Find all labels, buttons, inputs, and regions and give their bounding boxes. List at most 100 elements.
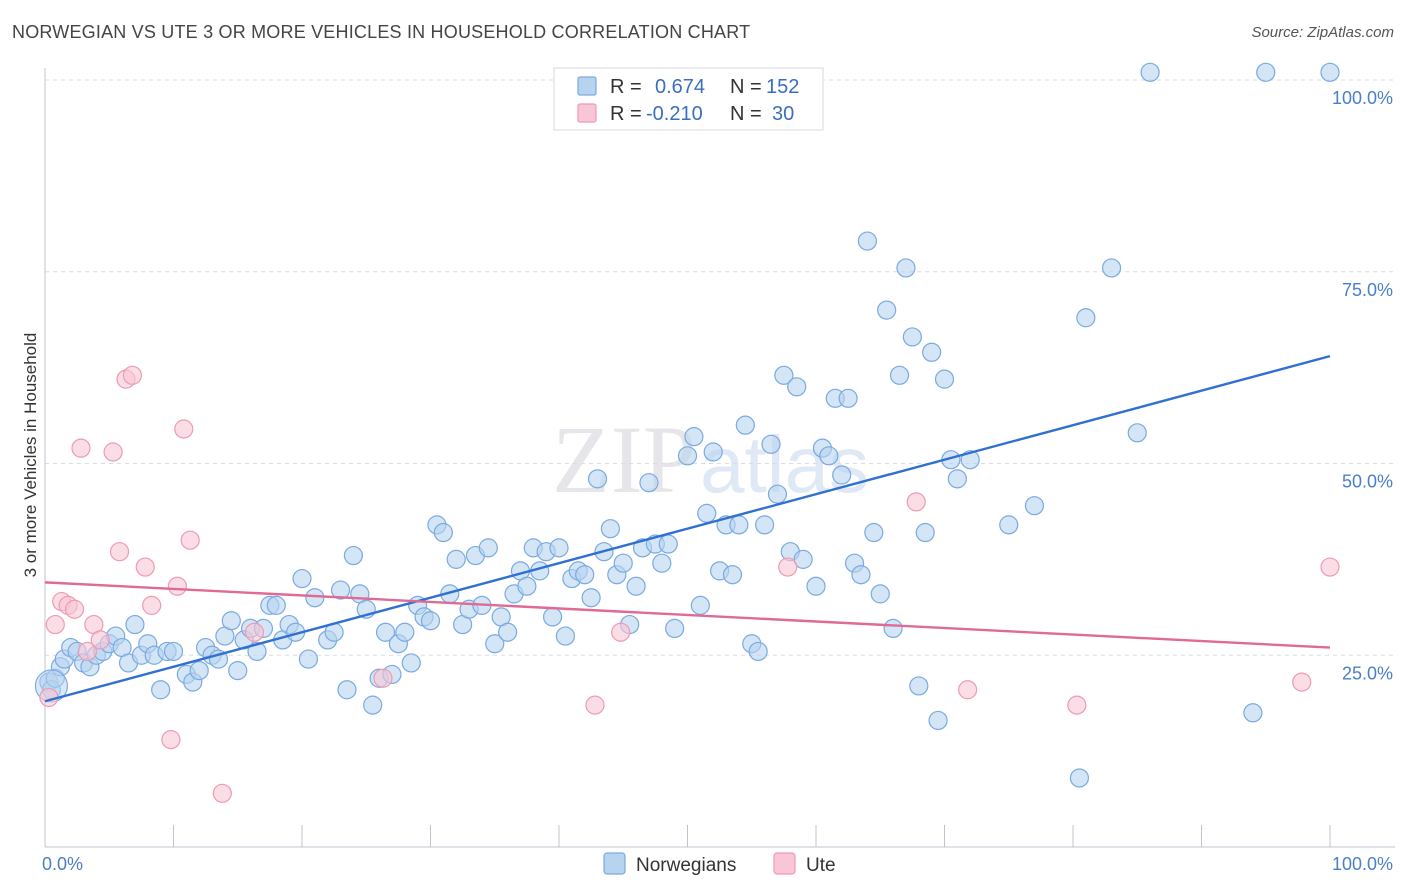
- point-ute-9: [103, 442, 123, 462]
- series-ute-points: [39, 365, 1340, 803]
- point-norwegians-95: [652, 553, 672, 573]
- legend-r-label-norwegians: R =: [610, 76, 642, 98]
- chart-title: NORWEGIAN VS UTE 3 OR MORE VEHICLES IN H…: [12, 22, 751, 42]
- point-ute-20: [244, 622, 265, 642]
- point-norwegians-126: [864, 522, 884, 543]
- legend-bottom: Norwegians Ute: [603, 852, 836, 876]
- legend-r-value-norwegians: 0.674: [655, 76, 705, 98]
- point-norwegians-141: [999, 515, 1019, 535]
- point-norwegians-136: [928, 710, 948, 731]
- point-norwegians-85: [587, 469, 608, 489]
- bottom-legend-swatch-ute: [773, 852, 796, 875]
- point-norwegians-61: [433, 522, 453, 543]
- point-norwegians-128: [877, 300, 897, 320]
- point-norwegians-133: [909, 676, 929, 696]
- point-norwegians-59: [420, 611, 441, 631]
- point-norwegians-24: [189, 660, 209, 681]
- point-ute-13: [135, 557, 155, 577]
- watermark-zip: ZIP: [552, 406, 696, 513]
- point-norwegians-101: [697, 503, 717, 523]
- point-norwegians-96: [658, 534, 678, 554]
- point-norwegians-69: [485, 634, 505, 654]
- point-norwegians-119: [819, 446, 839, 466]
- point-norwegians-132: [902, 327, 922, 347]
- point-norwegians-87: [600, 519, 621, 539]
- point-norwegians-124: [851, 565, 871, 585]
- trendlines: [44, 354, 1331, 703]
- point-norwegians-100: [690, 595, 710, 615]
- point-norwegians-89: [613, 553, 633, 573]
- point-ute-24: [778, 557, 798, 577]
- y-tick-label-0: 25.0%: [1342, 663, 1393, 683]
- point-ute-18: [180, 530, 200, 550]
- point-norwegians-29: [221, 611, 241, 631]
- series-norwegians-points: [34, 62, 1340, 788]
- point-norwegians-55: [395, 622, 415, 642]
- watermark: ZIP atlas: [552, 406, 869, 513]
- point-ute-23: [611, 622, 631, 642]
- legend-n-value-ute: 30: [772, 103, 794, 125]
- point-ute-26: [958, 680, 978, 700]
- source-label: Source: ZipAtlas.com: [1251, 24, 1394, 41]
- point-ute-28: [1292, 672, 1312, 692]
- point-ute-1: [45, 614, 65, 635]
- point-norwegians-149: [1243, 703, 1263, 723]
- point-norwegians-40: [292, 568, 312, 589]
- point-norwegians-129: [883, 618, 903, 639]
- legend-n-value-norwegians: 152: [766, 76, 799, 98]
- bottom-legend-label-ute: Ute: [806, 855, 836, 876]
- point-norwegians-111: [761, 434, 781, 454]
- point-norwegians-144: [1076, 308, 1096, 328]
- point-ute-21: [373, 668, 393, 688]
- point-norwegians-46: [337, 680, 357, 700]
- x-tick-label-1: 100.0%: [1332, 854, 1393, 874]
- point-norwegians-78: [542, 607, 563, 627]
- point-norwegians-122: [838, 388, 858, 408]
- point-norwegians-83: [575, 565, 595, 585]
- point-norwegians-115: [787, 377, 807, 397]
- point-norwegians-30: [228, 660, 248, 681]
- point-norwegians-121: [832, 465, 852, 485]
- point-ute-4: [64, 599, 85, 619]
- y-tick-labels: 25.0% 50.0% 75.0% 100.0%: [1332, 88, 1393, 683]
- point-norwegians-19: [151, 680, 171, 700]
- trendline-norwegians: [44, 354, 1331, 703]
- point-norwegians-127: [870, 584, 890, 604]
- bottom-legend-label-norwegians: Norwegians: [636, 855, 736, 876]
- legend-top: R = 0.674 N = 152 R = -0.210 N = 30: [553, 67, 824, 131]
- point-norwegians-102: [703, 442, 723, 462]
- point-ute-14: [142, 595, 162, 615]
- point-norwegians-33: [247, 641, 267, 662]
- point-norwegians-41: [298, 649, 319, 669]
- point-norwegians-139: [947, 469, 967, 489]
- point-norwegians-116: [793, 549, 813, 569]
- legend-swatch-norwegians: [577, 76, 597, 96]
- legend-r-value-ute: -0.210: [646, 103, 703, 125]
- point-norwegians-110: [754, 515, 775, 535]
- point-ute-10: [109, 542, 130, 562]
- point-ute-16: [167, 576, 187, 596]
- point-norwegians-21: [163, 641, 184, 662]
- point-ute-25: [906, 492, 926, 512]
- point-norwegians-130: [889, 365, 910, 385]
- point-norwegians-147: [1140, 62, 1160, 82]
- point-norwegians-63: [446, 549, 466, 569]
- point-ute-29: [1320, 557, 1340, 577]
- point-norwegians-50: [363, 695, 383, 715]
- legend-n-label-ute: N =: [730, 103, 762, 125]
- point-norwegians-135: [922, 342, 942, 362]
- point-norwegians-131: [896, 258, 916, 278]
- point-norwegians-105: [722, 565, 743, 585]
- x-tick-labels: 0.0% 100.0%: [42, 854, 1393, 874]
- point-norwegians-142: [1024, 496, 1045, 516]
- point-ute-15: [161, 730, 181, 750]
- point-norwegians-93: [639, 473, 659, 493]
- point-norwegians-36: [266, 595, 286, 615]
- y-tick-label-1: 50.0%: [1342, 472, 1393, 492]
- point-norwegians-47: [343, 545, 363, 566]
- point-norwegians-52: [375, 622, 396, 642]
- legend-top-box: [553, 67, 824, 131]
- point-norwegians-148: [1256, 62, 1276, 82]
- trendline-ute: [44, 581, 1331, 649]
